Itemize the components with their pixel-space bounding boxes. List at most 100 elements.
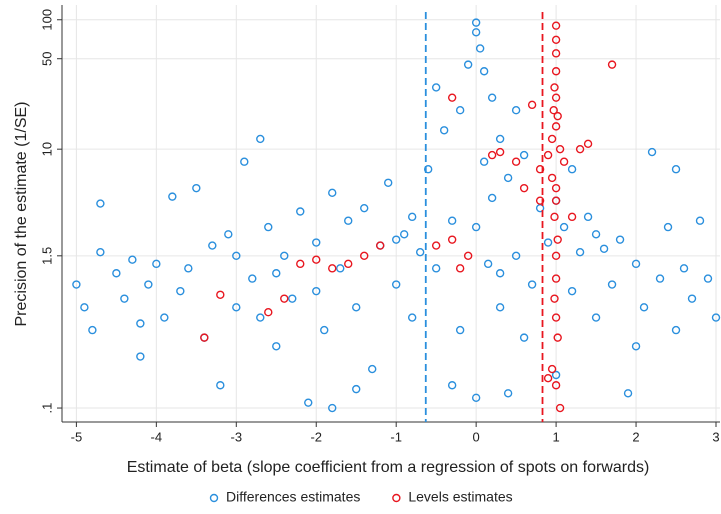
point (447, 216, 457, 225)
y-tick-label: 50 (39, 51, 54, 65)
x-tick-label: 3 (712, 429, 719, 444)
point (447, 381, 457, 390)
point (288, 294, 297, 303)
point (248, 274, 257, 283)
point (551, 21, 561, 30)
point (495, 269, 505, 278)
point (399, 230, 409, 239)
point (495, 134, 505, 144)
point (555, 403, 565, 413)
point (567, 212, 577, 222)
point (391, 235, 401, 244)
legend-label: Levels estimates (408, 489, 512, 505)
point (455, 106, 465, 115)
point (543, 238, 553, 247)
point (240, 157, 249, 166)
point (551, 196, 561, 205)
point (631, 342, 641, 351)
point (687, 294, 697, 303)
point (703, 274, 713, 283)
point (535, 165, 545, 174)
point (160, 313, 169, 322)
point (607, 280, 617, 289)
point (415, 247, 425, 257)
point (631, 259, 641, 269)
point (551, 183, 561, 193)
y-tick-label: 100 (39, 9, 54, 31)
point (487, 93, 497, 102)
point (551, 381, 561, 390)
point (495, 303, 505, 312)
point (232, 303, 241, 312)
point (368, 364, 377, 374)
point (639, 303, 649, 312)
point (487, 193, 497, 203)
point (551, 35, 561, 44)
point (591, 230, 601, 239)
point (551, 370, 561, 380)
x-tick-label: 2 (632, 429, 639, 444)
point (671, 325, 681, 335)
point (471, 28, 481, 37)
point (553, 333, 562, 342)
point (549, 106, 558, 115)
x-tick-label: -4 (151, 429, 163, 444)
point (559, 157, 569, 166)
point (647, 147, 657, 157)
point (551, 93, 561, 102)
point (320, 325, 329, 335)
point (463, 60, 473, 69)
point (272, 269, 281, 278)
point (663, 222, 673, 232)
point (583, 212, 593, 222)
point (463, 251, 473, 261)
point (671, 165, 681, 174)
point (352, 384, 361, 394)
point (200, 333, 209, 342)
point (511, 157, 521, 166)
point (328, 403, 337, 413)
legend-marker (392, 493, 401, 503)
point (431, 264, 441, 273)
point (591, 313, 601, 322)
point (407, 313, 417, 322)
x-tick-label: -2 (310, 429, 322, 444)
point (503, 389, 513, 398)
point (623, 389, 633, 398)
point (272, 342, 281, 351)
point (551, 49, 561, 58)
point (471, 222, 481, 232)
point (655, 274, 665, 283)
point (96, 199, 105, 208)
point (547, 364, 557, 374)
point (407, 212, 417, 222)
point (471, 18, 481, 27)
legend-marker (209, 493, 219, 503)
x-tick-label: -3 (231, 429, 243, 444)
point (479, 67, 489, 76)
point (527, 100, 537, 110)
point (344, 216, 353, 225)
point (695, 216, 705, 225)
point (280, 251, 289, 261)
point (575, 144, 585, 154)
point (471, 393, 481, 402)
point (232, 251, 241, 261)
point (216, 290, 225, 299)
point (112, 269, 121, 278)
point (487, 150, 497, 160)
point (192, 183, 201, 193)
point (475, 44, 485, 53)
point (551, 251, 561, 261)
point (80, 303, 89, 312)
point (543, 374, 553, 383)
point (216, 381, 225, 390)
point (495, 147, 505, 157)
point (511, 251, 521, 261)
point (296, 259, 305, 269)
point (304, 398, 313, 407)
point (679, 264, 689, 273)
point (551, 313, 561, 322)
point (144, 280, 153, 289)
point (256, 313, 265, 322)
